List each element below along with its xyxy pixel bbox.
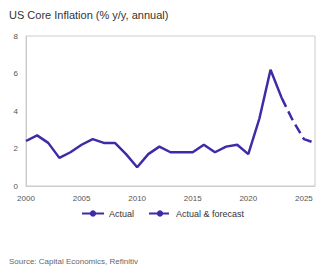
svg-text:8: 8 — [14, 32, 19, 41]
svg-text:Source: Capital Economics, Ref: Source: Capital Economics, Refinitiv — [9, 257, 138, 266]
svg-text:2010: 2010 — [128, 194, 146, 203]
svg-text:4: 4 — [14, 107, 19, 116]
svg-text:2020: 2020 — [239, 194, 257, 203]
svg-text:0: 0 — [14, 182, 19, 191]
svg-text:2: 2 — [14, 144, 19, 153]
svg-text:2000: 2000 — [17, 194, 35, 203]
svg-text:2015: 2015 — [184, 194, 202, 203]
svg-text:2005: 2005 — [73, 194, 91, 203]
svg-text:Actual: Actual — [109, 209, 134, 219]
svg-text:Actual & forecast: Actual & forecast — [176, 209, 245, 219]
svg-text:6: 6 — [14, 69, 19, 78]
svg-text:2025: 2025 — [295, 194, 313, 203]
svg-text:US Core Inflation (% y/y, annu: US Core Inflation (% y/y, annual) — [9, 9, 168, 21]
